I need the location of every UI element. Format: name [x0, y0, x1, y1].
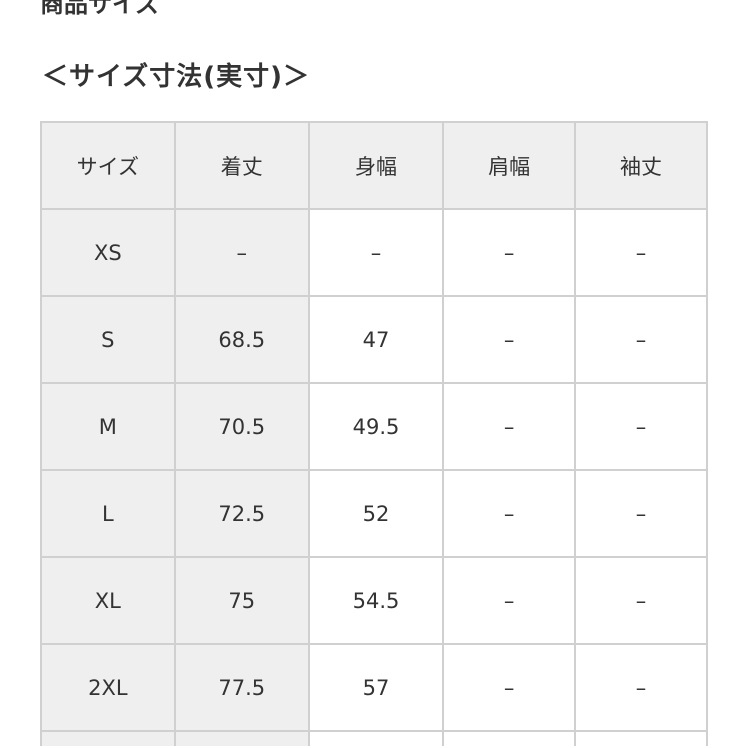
- measurement-cell: 68.5: [173, 295, 310, 384]
- table-row: 2XL 77.5 57– –: [40, 643, 708, 732]
- measurement-cell: [574, 730, 708, 746]
- size-table-title: ＜サイズ寸法(実寸)＞: [42, 62, 310, 92]
- measurement-cell: [173, 730, 310, 746]
- measurement-cell: –: [574, 295, 708, 384]
- measurement-cell: [307, 730, 445, 746]
- table-row: M 70.5 49.5– –: [40, 382, 708, 471]
- measurement-cell: –: [173, 208, 310, 297]
- table-row: XL 75 54.5– –: [40, 556, 708, 645]
- measurement-cell: –: [307, 208, 445, 297]
- measurement-cell: 54.5: [307, 556, 445, 645]
- table-row: L 72.5 52– –: [40, 469, 708, 558]
- measurement-cell: –: [442, 382, 577, 471]
- measurement-cell: –: [442, 556, 577, 645]
- size-label-cell: 2XL: [40, 643, 176, 732]
- size-label-cell: XS: [40, 208, 176, 297]
- previous-section-heading: 商品サイズ: [40, 0, 160, 18]
- column-header: 肩幅: [442, 121, 577, 210]
- size-label-cell: L: [40, 469, 176, 558]
- measurement-cell: 47: [307, 295, 445, 384]
- measurement-cell: 57: [307, 643, 445, 732]
- size-label-cell: S: [40, 295, 176, 384]
- measurement-cell: –: [442, 643, 577, 732]
- size-table-scroll[interactable]: サイズ 着丈 身幅 肩幅 袖丈 XS – – – – S 68.5 47– – M 70.5 49.5– – L 7…: [40, 121, 708, 746]
- measurement-cell: –: [574, 469, 708, 558]
- column-header: 身幅: [307, 121, 445, 210]
- measurement-cell: 72.5: [173, 469, 310, 558]
- size-table: サイズ 着丈 身幅 肩幅 袖丈 XS – – – – S 68.5 47– – M 70.5 49.5– – L 7…: [40, 121, 708, 746]
- measurement-cell: 75: [173, 556, 310, 645]
- table-row: [40, 730, 708, 746]
- column-header: 袖丈: [574, 121, 708, 210]
- size-label-cell: XL: [40, 556, 176, 645]
- table-row: S 68.5 47– –: [40, 295, 708, 384]
- measurement-cell: –: [442, 295, 577, 384]
- measurement-cell: 70.5: [173, 382, 310, 471]
- measurement-cell: 77.5: [173, 643, 310, 732]
- table-row: XS – – – –: [40, 208, 708, 297]
- measurement-cell: –: [442, 469, 577, 558]
- column-header: サイズ: [40, 121, 176, 210]
- measurement-cell: 52: [307, 469, 445, 558]
- measurement-cell: –: [574, 382, 708, 471]
- size-label-cell: [40, 730, 176, 746]
- measurement-cell: –: [442, 208, 577, 297]
- measurement-cell: –: [574, 208, 708, 297]
- measurement-cell: –: [574, 643, 708, 732]
- column-header: 着丈: [173, 121, 310, 210]
- size-label-cell: M: [40, 382, 176, 471]
- table-header-row: サイズ 着丈 身幅 肩幅 袖丈: [40, 121, 708, 210]
- measurement-cell: [442, 730, 577, 746]
- measurement-cell: 49.5: [307, 382, 445, 471]
- measurement-cell: –: [574, 556, 708, 645]
